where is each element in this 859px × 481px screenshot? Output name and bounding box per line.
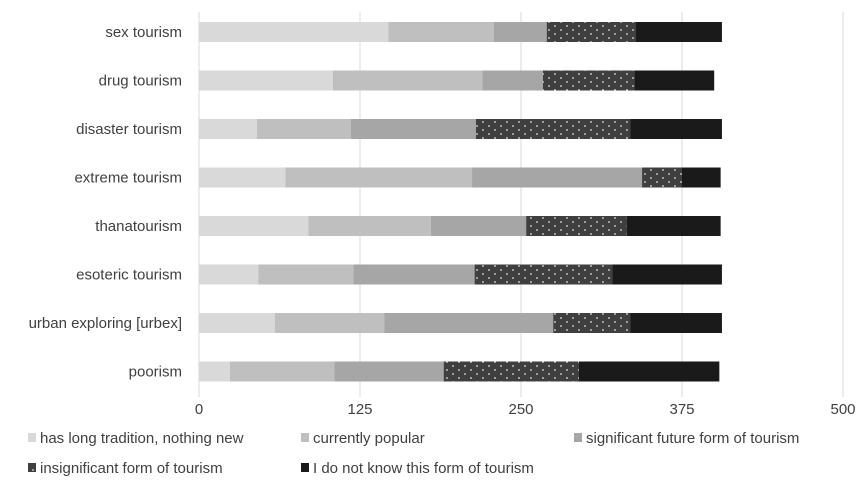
bar-segment	[229, 361, 335, 382]
category-label: extreme tourism	[74, 170, 182, 187]
bar-segment	[682, 167, 721, 188]
bar-segment	[546, 22, 636, 42]
bar-segment	[612, 264, 722, 285]
bar-segment	[256, 119, 351, 139]
legend-label: has long tradition, nothing new	[40, 430, 244, 447]
bar-segment	[642, 167, 682, 188]
bar-segment	[199, 119, 257, 139]
legend-swatch	[28, 433, 36, 442]
category-label: sex tourism	[105, 24, 182, 41]
bar-segment	[199, 264, 259, 285]
bar-segment	[578, 361, 720, 382]
bar-segment	[199, 361, 230, 382]
bar-segment	[199, 313, 275, 333]
category-label: drug tourism	[99, 73, 182, 90]
bar-segment	[430, 216, 527, 236]
x-tick-label: 125	[347, 401, 372, 418]
x-tick-label: 250	[508, 401, 533, 418]
legend-label: insignificant form of tourism	[40, 460, 223, 477]
bar-segment	[258, 264, 354, 285]
category-labels: sex tourism drug tourism disaster tourism e…	[29, 24, 182, 381]
legend-swatch	[301, 433, 309, 442]
bar-segment	[630, 119, 722, 139]
bar-segment	[635, 22, 722, 42]
bar-segment	[308, 216, 431, 236]
bar-segment	[199, 167, 286, 188]
bar-segment	[353, 264, 475, 285]
bar-segment	[475, 119, 631, 139]
bar-segment	[384, 313, 554, 333]
category-label: thanatourism	[95, 218, 182, 235]
bar-segment	[482, 70, 543, 91]
category-label: urban exploring [urbex]	[29, 315, 182, 332]
bars	[199, 22, 722, 382]
bar-segment	[626, 216, 721, 236]
bar-segment	[199, 70, 333, 91]
legend-swatch	[28, 463, 36, 472]
bar-segment	[199, 22, 389, 42]
bar-segment	[274, 313, 385, 333]
x-tick-label: 375	[669, 401, 694, 418]
bar-segment	[388, 22, 494, 42]
category-label: poorism	[129, 364, 182, 381]
bar-segment	[553, 313, 631, 333]
bar-segment	[526, 216, 627, 236]
x-tick-label: 500	[830, 401, 855, 418]
bar-segment	[332, 70, 483, 91]
x-tick-label: 0	[195, 401, 203, 418]
bar-segment	[334, 361, 444, 382]
bar-segment	[634, 70, 715, 91]
bar-segment	[472, 167, 643, 188]
legend-label: significant future form of tourism	[586, 430, 799, 447]
bar-segment	[542, 70, 635, 91]
category-label: esoteric tourism	[76, 267, 182, 284]
bar-segment	[199, 216, 309, 236]
bar-segment	[493, 22, 547, 42]
legend-label: currently popular	[313, 430, 425, 447]
bar-segment	[630, 313, 722, 333]
bar-segment	[443, 361, 579, 382]
bar-segment	[474, 264, 613, 285]
legend-swatch	[574, 433, 582, 442]
bar-segment	[350, 119, 476, 139]
x-axis-ticks: 0 125 250 375 500	[195, 401, 856, 418]
legend-label: I do not know this form of tourism	[313, 460, 534, 477]
bar-segment	[285, 167, 473, 188]
gridlines	[198, 12, 844, 397]
category-label: disaster tourism	[76, 121, 182, 138]
legend-swatch	[301, 463, 309, 472]
legend: has long tradition, nothing new currently…	[28, 430, 799, 477]
